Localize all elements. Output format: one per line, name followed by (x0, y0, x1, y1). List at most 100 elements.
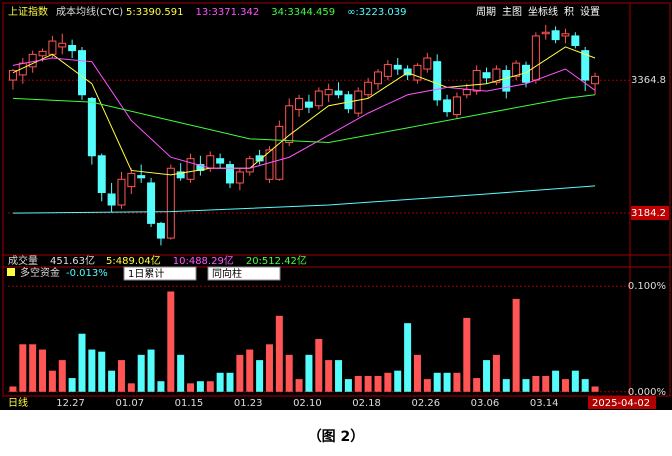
candle-body (48, 40, 57, 55)
dropdown[interactable] (207, 266, 281, 281)
bar (453, 372, 461, 392)
bar (315, 339, 323, 392)
bar (196, 381, 204, 392)
bar (127, 383, 135, 392)
candle-body (117, 178, 126, 206)
candle-body (196, 164, 205, 171)
y-tick-label: 3184.2 (631, 208, 666, 219)
volume-ma-label: 5:489.04亿 (106, 254, 161, 267)
bar (364, 375, 372, 392)
icon[interactable] (7, 268, 15, 276)
dropdown-text[interactable]: 1日累计 (128, 267, 164, 280)
indicator: 成本均线(CYC) (56, 5, 123, 18)
menu-item[interactable]: 积 (564, 6, 574, 18)
price-box (631, 205, 669, 220)
candle-body (334, 90, 343, 96)
bar (374, 375, 382, 392)
bar (532, 375, 540, 392)
bar (187, 383, 195, 392)
y-tick-label: 3364.8 (631, 75, 666, 86)
x-tick-label: 01.23 (234, 398, 263, 409)
x-tick-label: 12.27 (56, 398, 85, 409)
bar (275, 315, 283, 392)
bar (591, 386, 599, 392)
candle-body (245, 158, 254, 173)
candle-body (433, 61, 442, 101)
candle-body (452, 96, 461, 116)
candle-body (314, 90, 323, 107)
candle-body (295, 97, 304, 110)
menu-item[interactable]: 周期 (476, 6, 496, 18)
candle-body (186, 158, 195, 180)
candle-body (206, 155, 215, 169)
bar (48, 370, 56, 392)
bar (423, 379, 431, 392)
candle-body (581, 50, 590, 81)
dropdown[interactable] (123, 266, 197, 281)
candle-body (393, 64, 402, 70)
candle-body (97, 155, 106, 194)
period-box[interactable] (4, 397, 38, 409)
ma-line (12, 57, 596, 169)
dropdown-text[interactable]: 同向柱 (212, 267, 242, 280)
candle-body (531, 35, 540, 81)
bar (19, 344, 27, 392)
candle-body (354, 90, 363, 114)
x-tick-label: 02.18 (352, 398, 381, 409)
candle-body (176, 171, 185, 179)
candle-body (58, 42, 67, 48)
bar (88, 349, 96, 392)
bar (157, 381, 165, 392)
bar (581, 379, 589, 392)
bar (305, 354, 313, 392)
bar (394, 370, 402, 392)
candle-body (374, 71, 382, 85)
bar (463, 317, 471, 392)
volume-ma-label: 20:512.42亿 (246, 254, 307, 267)
bar (512, 298, 520, 392)
bar (256, 360, 264, 392)
candle-body (364, 81, 373, 96)
bar (137, 354, 145, 392)
bar (354, 375, 362, 392)
candle-body (571, 35, 580, 46)
candle-body (462, 89, 471, 96)
menu-item[interactable]: 设置 (580, 6, 600, 18)
bar (39, 349, 47, 392)
bar (68, 378, 76, 392)
candle-body (502, 69, 511, 92)
bar (542, 375, 550, 392)
bar (29, 344, 37, 392)
x-tick-label: 03.06 (471, 398, 500, 409)
bar (522, 379, 530, 392)
period[interactable]: 日线 (8, 396, 28, 409)
bar (344, 379, 352, 392)
candle-body (107, 193, 116, 206)
flow-label: 多空资金 (20, 266, 60, 279)
bar (147, 349, 155, 392)
caption: （图 2） (307, 429, 365, 445)
candle-body (492, 68, 501, 83)
candle-body (413, 64, 422, 81)
candle-body (512, 62, 521, 77)
bar (98, 351, 106, 392)
candle-body (235, 171, 244, 184)
candle-body (551, 30, 560, 41)
candle-body (8, 69, 17, 81)
ma-label: 13:3371.342 (195, 7, 259, 18)
volume-label: 成交量 (8, 254, 38, 267)
bar (483, 360, 491, 392)
ma-label: 34:3344.459 (271, 7, 335, 18)
candle-body (275, 125, 284, 180)
volume-ma-label: 10:488.29亿 (173, 254, 234, 267)
x-tick-label: 01.15 (175, 398, 204, 409)
bar (226, 372, 234, 392)
candle-body (304, 101, 313, 108)
menu-item[interactable]: 坐标线 (528, 5, 558, 18)
ma-line (12, 94, 596, 144)
menu-item[interactable]: 主图 (502, 6, 522, 18)
current-date: 2025-04-02 (592, 398, 650, 409)
bar (325, 360, 333, 392)
bar (78, 333, 86, 392)
y-tick-label: 0.100% (628, 281, 666, 292)
